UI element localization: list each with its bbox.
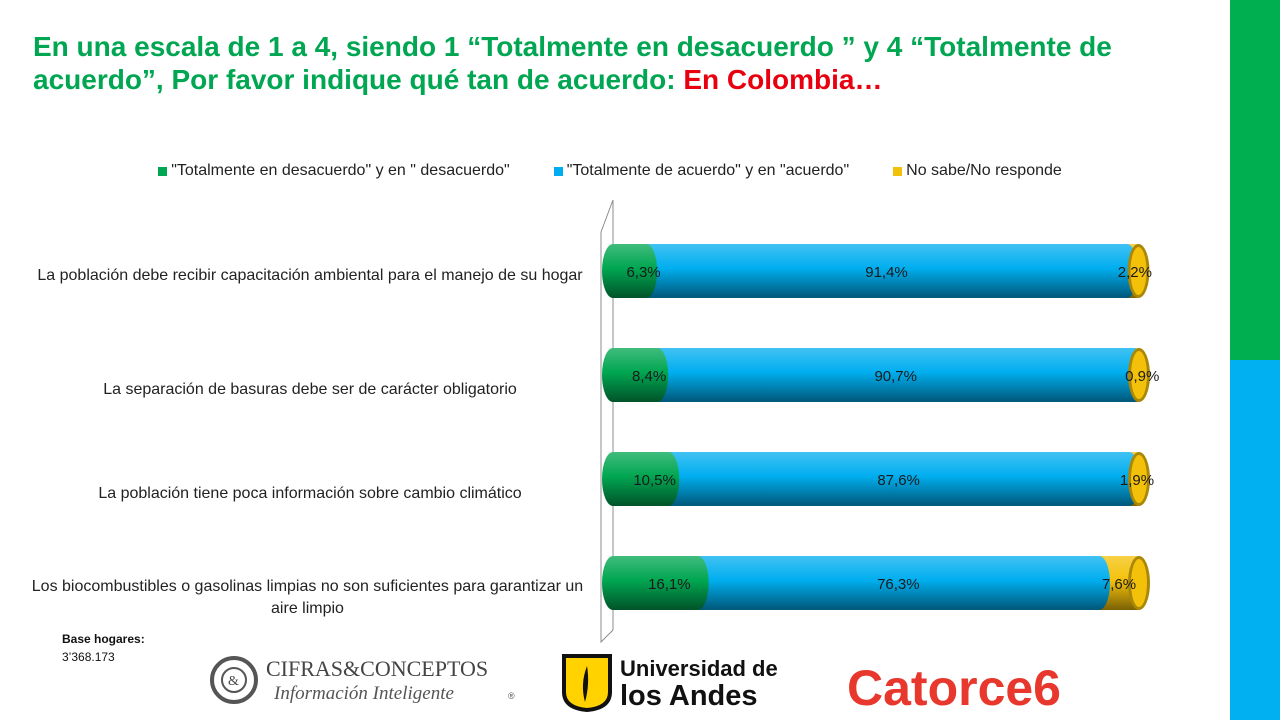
base-value: 3’368.173 [62, 650, 115, 664]
title-main-text: En una escala de 1 a 4, siendo 1 “Totalm… [33, 31, 1112, 95]
legend-label-no-answer: No sabe/No responde [906, 162, 1062, 179]
bar-group-separacion: 8,4% 90,7% 0,9% [602, 348, 1159, 402]
bar-segment-boundary [635, 244, 658, 298]
bar-cambio-climatico-agree [668, 452, 1130, 506]
data-label-biocombustibles-agree: 76,3% [877, 576, 920, 593]
bar-biocombustibles-disagree [613, 556, 698, 610]
andes-logo-line1: Universidad de [620, 656, 778, 681]
base-note: Base hogares: 3’368.173 [62, 630, 145, 666]
data-label-capacitacion-disagree: 6,3% [626, 264, 660, 281]
stacked-bar-chart: 6,3% 91,4% 2,2% 8,4% 90,7% 0,9% 10,5% 87,6% 1,9%… [600, 199, 1159, 644]
data-label-biocombustibles-disagree: 16,1% [648, 576, 691, 593]
cifras-logo-ring [210, 656, 258, 704]
bar-segment-boundary [646, 348, 669, 402]
bar-start-cap [602, 556, 624, 610]
decorative-green-bar [1230, 0, 1280, 360]
bar-group-capacitacion: 6,3% 91,4% 2,2% [602, 244, 1152, 298]
data-label-cambio-climatico-no-answer: 1,9% [1120, 472, 1154, 489]
catorce6-logo-text: Catorce6 [847, 660, 1061, 715]
data-label-separacion-disagree: 8,4% [632, 368, 666, 385]
category-label-biocombustibles: Los biocombustibles o gasolinas limpias … [31, 578, 584, 617]
cifras-logo-ampersand: & [228, 674, 239, 689]
bar-start-cap [602, 244, 624, 298]
category-label-separacion: La separación de basuras debe ser de car… [103, 381, 517, 398]
bar-segment-boundary [1088, 556, 1111, 610]
catorce6-logo: Catorce6 [847, 660, 1061, 715]
legend-label-disagree: "Totalmente en desacuerdo" y en " desacu… [171, 162, 510, 179]
bar-end-cap-face [1130, 247, 1147, 295]
legend-swatch-agree [553, 166, 563, 176]
title-highlight-text: En Colombia… [683, 64, 883, 95]
slide-title: En una escala de 1 a 4, siendo 1 “Totalm… [33, 30, 1183, 96]
data-label-separacion-agree: 90,7% [874, 368, 917, 385]
bar-end-cap-face [1131, 455, 1147, 503]
legend-item-no-answer: No sabe/No responde [893, 162, 1062, 180]
andes-quill-icon [582, 666, 589, 702]
category-label-capacitacion: La población debe recibir capacitación a… [37, 267, 583, 284]
data-label-capacitacion-no-answer: 2,2% [1118, 264, 1152, 281]
bar-biocombustibles-agree [697, 556, 1100, 610]
cifras-logo-name: CIFRAS&CONCEPTOS [266, 656, 488, 681]
cifras-conceptos-logo: & CIFRAS&CONCEPTOS Información Inteligen… [210, 656, 515, 704]
bar-segment-boundary [686, 556, 709, 610]
data-label-capacitacion-agree: 91,4% [865, 264, 908, 281]
bar-separacion-agree [657, 348, 1135, 402]
bar-group-biocombustibles: 16,1% 76,3% 7,6% [602, 556, 1150, 610]
chart-legend: "Totalmente en desacuerdo" y en " desacu… [0, 162, 1220, 180]
cifras-logo-tagline: Información Inteligente [273, 683, 454, 704]
data-label-cambio-climatico-agree: 87,6% [877, 472, 920, 489]
bar-group-cambio-climatico: 10,5% 87,6% 1,9% [602, 452, 1154, 506]
cifras-logo-inner-ring [221, 667, 247, 693]
bar-start-cap [602, 452, 624, 506]
category-label-cambio-climatico: La población tiene poca información sobr… [98, 485, 522, 502]
legend-item-disagree: "Totalmente en desacuerdo" y en " desacu… [158, 162, 510, 180]
bar-capacitacion-agree [646, 244, 1127, 298]
universidad-andes-logo: Universidad de los Andes [562, 654, 778, 712]
andes-logo-line2: los Andes [620, 680, 758, 712]
cifras-logo-registered: ® [508, 691, 515, 701]
data-label-separacion-no-answer: 0,9% [1125, 368, 1159, 385]
bar-start-cap [602, 348, 624, 402]
legend-swatch-no-answer [893, 166, 903, 176]
data-label-cambio-climatico-disagree: 10,5% [633, 472, 676, 489]
bar-end-cap-face [1131, 559, 1147, 607]
base-title: Base hogares: [62, 632, 145, 646]
bar-segment-boundary [657, 452, 680, 506]
decorative-blue-bar [1230, 360, 1280, 720]
legend-label-agree: "Totalmente de acuerdo" y en "acuerdo" [566, 162, 850, 179]
legend-item-agree: "Totalmente de acuerdo" y en "acuerdo" [553, 162, 850, 180]
legend-swatch-disagree [158, 166, 168, 176]
bar-end-cap-face [1131, 351, 1147, 399]
data-label-biocombustibles-no-answer: 7,6% [1102, 576, 1136, 593]
